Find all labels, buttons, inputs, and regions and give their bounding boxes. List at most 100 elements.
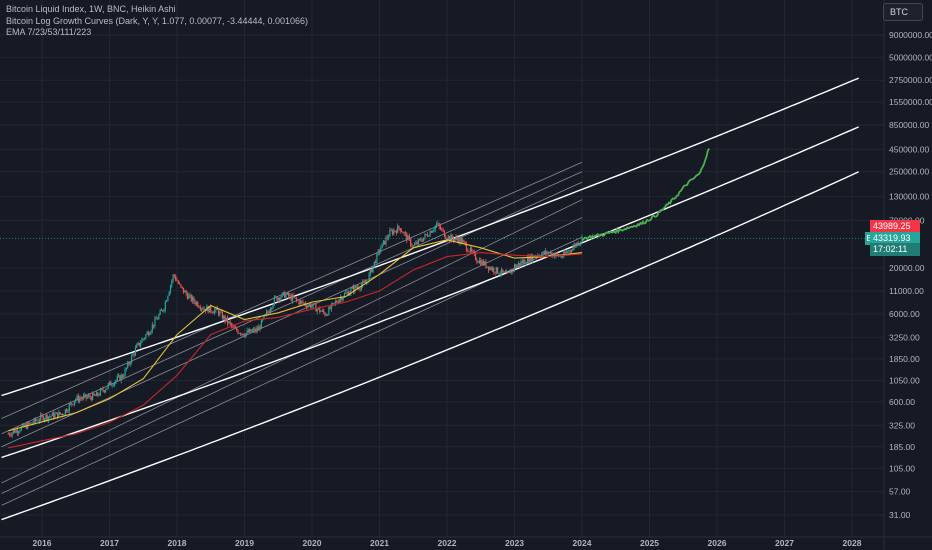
price-axis-label: 450000.00 (889, 144, 929, 154)
candle-body (473, 251, 475, 254)
candle-body (480, 260, 482, 266)
price-axis-label: 1050.00 (889, 376, 920, 386)
candle-body (95, 392, 98, 396)
candle-body (346, 292, 348, 293)
symbol-button[interactable]: BTC (883, 3, 923, 21)
candle-body (502, 269, 504, 272)
candle-body (219, 311, 221, 315)
candle-body (574, 244, 577, 247)
candle-body (259, 326, 261, 329)
candle-body (147, 332, 150, 336)
candle-body (120, 375, 122, 381)
candle-body (252, 328, 255, 331)
candle-body (297, 299, 299, 301)
ema-line-red (8, 252, 583, 449)
candle-body (390, 230, 392, 231)
time-axis-label: 2020 (303, 538, 322, 548)
candle-body (47, 416, 50, 420)
candle-body (159, 310, 161, 315)
candle-body (419, 239, 421, 240)
candle-body (341, 297, 343, 301)
candle-body (385, 237, 387, 245)
candle-body (439, 226, 442, 230)
candle-body (33, 418, 35, 423)
candle-body (552, 253, 555, 257)
countdown-tag: 17:02:11 (870, 243, 920, 256)
candle-body (269, 309, 272, 312)
candle-body (207, 306, 209, 313)
candle-body (458, 239, 460, 243)
candle-body (351, 286, 353, 289)
candle-body (215, 307, 217, 310)
time-axis-label: 2023 (505, 538, 524, 548)
candle-body (499, 273, 501, 275)
legend-symbol-line: Bitcoin Liquid Index, 1W, BNC, Heikin As… (6, 4, 176, 14)
candle-body (420, 239, 422, 241)
candle-body (28, 422, 30, 424)
candle-body (190, 294, 192, 302)
candle-body (14, 430, 16, 433)
candle-body (101, 388, 103, 390)
candle-body (180, 284, 182, 287)
candle-body (184, 290, 186, 293)
candle-body (181, 286, 183, 288)
candle-body (36, 420, 38, 422)
candle-body (497, 267, 499, 274)
candle-body (249, 329, 251, 333)
candle-body (551, 253, 553, 256)
candle-body (547, 252, 549, 254)
candle-body (220, 311, 222, 313)
growth-band-middle (1, 126, 859, 459)
candle-body (429, 231, 431, 236)
candle-body (564, 251, 566, 254)
price-axis-label: 2750000.00 (889, 75, 932, 85)
candle-body (202, 308, 204, 310)
candle-body (79, 398, 81, 402)
candle-body (229, 321, 231, 324)
candle-body (565, 251, 568, 254)
candle-body (426, 234, 429, 237)
candle-body (474, 253, 477, 260)
ema-line-yellow (8, 239, 583, 432)
candle-body (542, 251, 544, 254)
candle-body (171, 280, 173, 286)
candle-body (477, 261, 479, 263)
candle-body (162, 310, 164, 312)
candle-body (288, 292, 290, 297)
candle-body (123, 376, 125, 378)
candle-body (494, 272, 496, 273)
candle-body (286, 292, 288, 295)
candle-body (236, 327, 238, 331)
candle-body (469, 248, 471, 252)
candle-body (136, 344, 138, 348)
candle-body (347, 292, 349, 296)
price-axis-label: 600.00 (889, 397, 915, 407)
candle-body (88, 395, 90, 397)
candle-body (332, 302, 334, 304)
candle-body (363, 281, 365, 283)
candle-body (227, 317, 229, 324)
candle-body (434, 225, 436, 230)
candle-body (482, 260, 484, 266)
candle-body (559, 255, 561, 257)
candle-body (97, 392, 99, 396)
candle-body (362, 281, 364, 286)
candle-body (246, 330, 248, 334)
candle-body (528, 256, 530, 262)
candle-body (127, 362, 129, 368)
candle-body (132, 354, 134, 357)
candle-body (277, 297, 279, 301)
candle-body (82, 395, 85, 399)
candle-body (146, 332, 148, 335)
price-axis-label: 5000000.00 (889, 52, 932, 62)
candle-body (580, 241, 582, 244)
candle-body (311, 305, 313, 308)
candle-body (42, 415, 44, 421)
candle-body (258, 326, 260, 331)
candle-body (302, 301, 304, 304)
candle-body (167, 295, 169, 301)
candle-body (49, 416, 51, 418)
candle-body (168, 291, 170, 296)
price-axis-label: 1850.00 (889, 354, 920, 364)
